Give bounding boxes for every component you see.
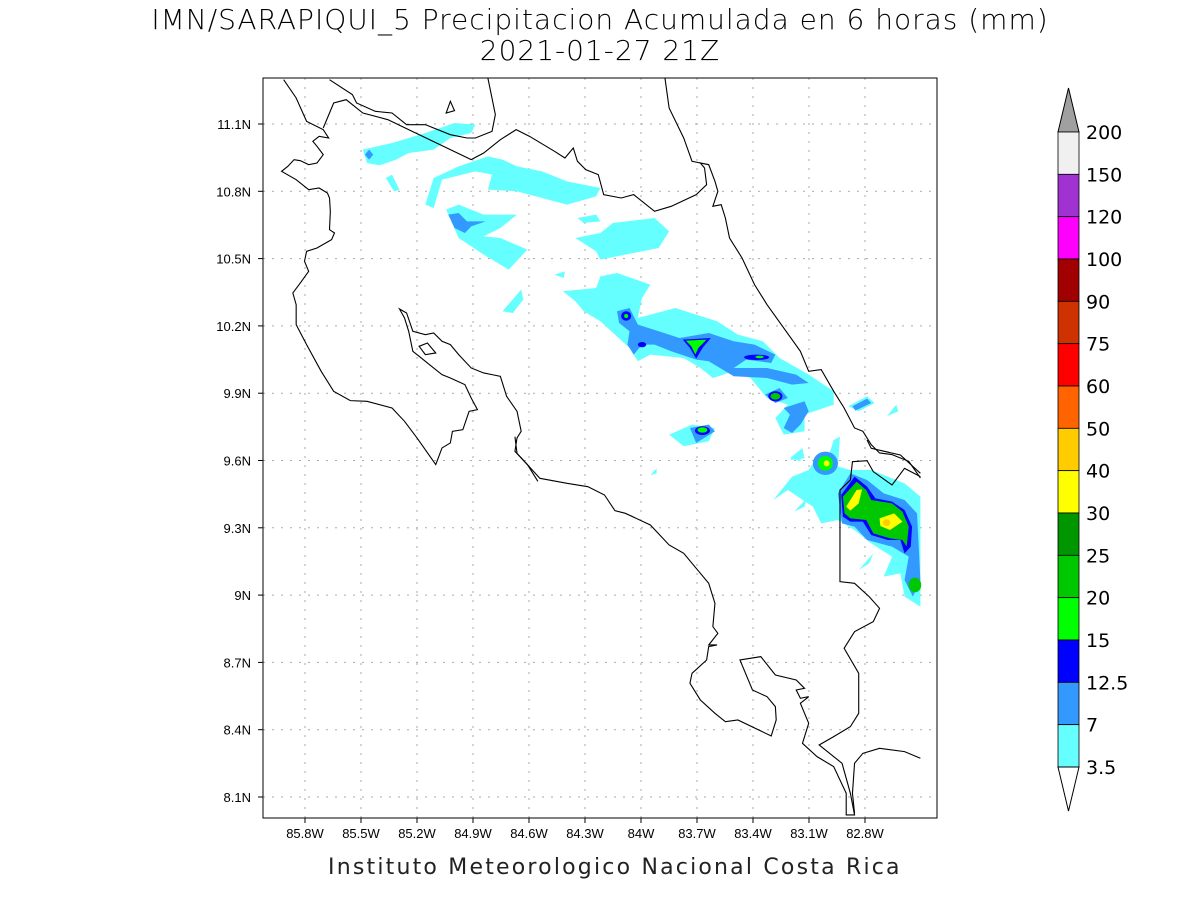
colorbar-label: 25 (1086, 545, 1110, 567)
precipitation-field (362, 122, 922, 607)
precip-area (852, 398, 872, 411)
lon-tick-label: 85.5W (342, 826, 380, 841)
colorbar-swatch (1057, 216, 1080, 260)
colorbar-label: 90 (1086, 291, 1110, 313)
precip-area (887, 404, 899, 417)
precip-area (617, 307, 809, 385)
lat-tick-label: 11.1N (217, 117, 251, 132)
lat-tick-label: 9.6N (224, 454, 251, 469)
lon-tick-label: 85.2W (398, 826, 436, 841)
colorbar-swatch (1057, 470, 1080, 514)
colorbar-label: 30 (1086, 503, 1110, 525)
lat-tick-label: 10.5N (216, 252, 251, 267)
lon-tick-label: 84.3W (566, 826, 604, 841)
precip-area (425, 156, 601, 208)
footer-credit: Instituto Meteorologico Nacional Costa R… (328, 855, 902, 880)
lat-tick-label: 8.1N (224, 790, 251, 805)
lon-tick-label: 82.8W (846, 826, 884, 841)
lon-tick-label: 83.7W (678, 826, 716, 841)
precip-area (448, 212, 486, 233)
colorbar-swatch (1057, 258, 1080, 302)
map-title: IMN/SARAPIQUI_5 Precipitacion Acumulada … (151, 3, 1049, 36)
precip-area (385, 174, 400, 192)
colorbar-swatch (1057, 639, 1080, 683)
longitude-axis: 85.8W 85.5W 85.2W 84.9W 84.6W 84.3W 84W 83.7W 83… (286, 818, 885, 841)
colorbar-under-triangle (1057, 766, 1080, 812)
lat-tick-label: 10.8N (216, 184, 251, 199)
colorbar-label: 75 (1086, 334, 1110, 356)
lon-tick-label: 84.6W (510, 826, 548, 841)
colorbar-swatch (1057, 724, 1080, 768)
latitude-axis: 11.1N 10.8N 10.5N 10.2N 9.9N 9.6N 9.3N 9N 8.7N 8.… (216, 117, 263, 805)
map-frame (262, 77, 938, 819)
colorbar-swatch (1057, 385, 1080, 429)
colorbar-swatch (1057, 300, 1080, 345)
colorbar-label: 20 (1086, 588, 1110, 610)
colorbar-label: 50 (1086, 418, 1110, 440)
precip-area (362, 122, 476, 166)
colorbar-swatch (1057, 427, 1080, 472)
lon-tick-label: 84.9W (454, 826, 492, 841)
colorbar-legend: 200 150 120 100 90 75 60 50 40 30 25 20 15 12.5 7 3.5 (1057, 87, 1128, 812)
lat-tick-label: 8.7N (224, 655, 251, 670)
lat-tick-label: 10.2N (216, 319, 251, 334)
colorbar-label: 15 (1086, 630, 1110, 652)
colorbar-swatch (1057, 512, 1080, 556)
colorbar-swatch (1057, 173, 1080, 218)
precip-area (502, 289, 524, 313)
lat-tick-label: 8.4N (224, 723, 251, 738)
lon-tick-label: 85.8W (286, 826, 324, 841)
map-valid-time: 2021-01-27 21Z (479, 34, 721, 67)
colorbar-swatch (1057, 681, 1080, 726)
colorbar-swatch (1057, 554, 1080, 599)
colorbar-label: 60 (1086, 376, 1110, 398)
lon-tick-label: 83.4W (734, 826, 772, 841)
precip-area (577, 214, 601, 223)
colorbar-swatch (1057, 597, 1080, 641)
colorbar-label: 3.5 (1086, 757, 1116, 779)
colorbar-label: 12.5 (1086, 672, 1128, 694)
colorbar-label: 40 (1086, 461, 1110, 483)
colorbar-swatch (1057, 343, 1080, 387)
precip-area (783, 401, 809, 433)
lon-tick-label: 84W (628, 826, 655, 841)
colorbar-swatch (1057, 131, 1080, 175)
colorbar-label: 7 (1086, 715, 1098, 737)
colorbar-over-triangle (1057, 87, 1080, 133)
colorbar-label: 150 (1086, 164, 1122, 186)
precip-area (554, 271, 565, 278)
lat-tick-label: 9N (234, 588, 251, 603)
graticule (263, 78, 937, 818)
colorbar-label: 120 (1086, 207, 1122, 229)
colorbar-label: 100 (1086, 249, 1122, 271)
lat-tick-label: 9.9N (224, 386, 251, 401)
lon-tick-label: 83.1W (790, 826, 828, 841)
colorbar-label: 200 (1086, 122, 1122, 144)
lat-tick-label: 9.3N (224, 521, 251, 536)
coastlines (282, 78, 921, 815)
precip-area (575, 217, 670, 260)
